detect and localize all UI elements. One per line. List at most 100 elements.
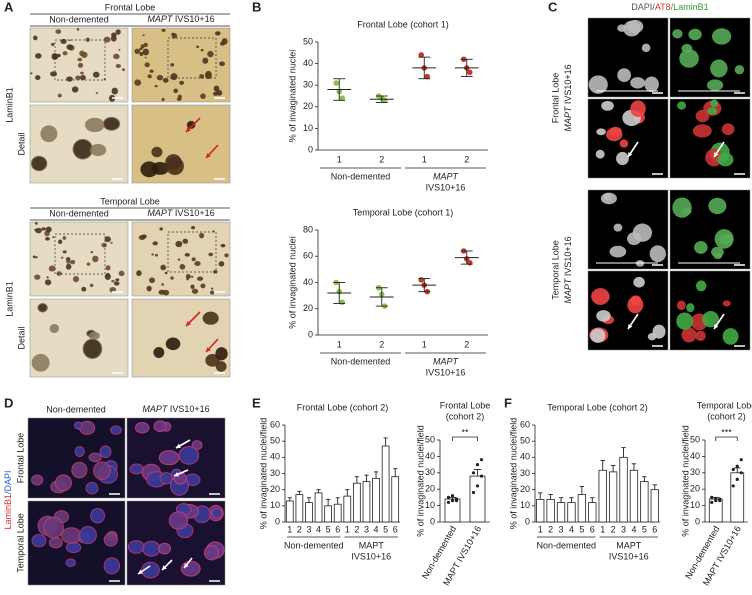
cell <box>111 279 115 283</box>
data-point <box>339 299 346 305</box>
cell <box>118 270 125 277</box>
x-tick-label: 1 <box>422 154 427 164</box>
cell <box>706 79 724 92</box>
bar <box>333 503 342 523</box>
arrow-head <box>138 569 143 574</box>
cell <box>92 255 99 263</box>
cell <box>677 101 687 110</box>
group-label: MAPT <box>433 171 460 181</box>
y-tick-label: 20 <box>690 484 700 494</box>
x-tick-label: 3 <box>364 524 369 534</box>
chart-title: Temporal Lobe (cohort 1) <box>353 207 454 217</box>
y-tick-label: 0 <box>308 144 313 154</box>
bar <box>391 476 400 523</box>
cell <box>617 68 632 83</box>
data-point <box>339 95 346 101</box>
cell <box>721 123 735 136</box>
cell <box>694 241 708 254</box>
cell <box>164 271 168 275</box>
cell <box>55 29 62 34</box>
chart-title: Frontal Lobe <box>440 400 491 410</box>
cell <box>81 286 87 292</box>
panel-letter: B <box>252 0 261 14</box>
cell <box>90 251 94 254</box>
cell <box>204 544 219 561</box>
cell <box>34 274 41 280</box>
cell <box>208 252 214 257</box>
cell <box>34 222 38 225</box>
x-tick-label: 2 <box>611 524 616 534</box>
x-tick-label: 1 <box>287 524 292 534</box>
cell <box>158 542 172 555</box>
arrow-head <box>206 347 211 352</box>
x-tick-label: 4 <box>374 524 379 534</box>
y-tick-label: 80 <box>303 224 313 234</box>
cell <box>142 34 145 37</box>
cell <box>73 421 83 430</box>
cell <box>80 71 84 75</box>
row-label: Temporal Lobe <box>15 513 25 573</box>
panel-letter: F <box>504 395 512 410</box>
y-tick-label: 0 <box>275 516 280 526</box>
variant-name: IVS10+16 <box>167 404 209 414</box>
cell <box>51 42 55 46</box>
stain-label: LaminB1/DAPI <box>3 470 13 529</box>
cell <box>74 446 85 457</box>
inset-box <box>167 231 217 273</box>
cell <box>213 85 220 92</box>
y-tick-label: 50 <box>425 434 435 444</box>
cell <box>641 43 651 53</box>
cell <box>60 38 67 44</box>
bar <box>598 469 607 523</box>
cell <box>591 288 610 305</box>
data-point <box>710 500 714 504</box>
data-point <box>739 458 743 462</box>
data-point <box>735 464 739 468</box>
cell <box>609 245 627 258</box>
cell <box>43 516 64 539</box>
cell <box>652 324 666 339</box>
cell <box>191 226 196 230</box>
cell <box>154 85 158 88</box>
x-tick-label: 4 <box>631 524 636 534</box>
cell <box>142 48 150 56</box>
cell <box>66 44 73 50</box>
cell <box>702 311 719 328</box>
y-tick-label: 0 <box>430 516 435 526</box>
cell <box>219 61 226 67</box>
x-tick-label: 5 <box>383 524 388 534</box>
data-point <box>735 477 739 481</box>
cell <box>186 120 196 129</box>
bar <box>295 494 304 523</box>
inset-box <box>167 37 217 79</box>
y-tick-label: 50 <box>303 36 313 46</box>
cell <box>676 300 686 311</box>
x-tick-label: 1 <box>422 339 427 349</box>
cell <box>711 28 732 45</box>
cell <box>103 36 111 43</box>
cell <box>170 276 174 280</box>
cell <box>31 533 47 548</box>
y-axis-label: % of invaginated nuclei/field <box>258 418 268 530</box>
stain-part: /DAPI <box>3 470 13 494</box>
cell <box>77 62 84 68</box>
cell <box>90 507 106 524</box>
cell <box>175 240 183 248</box>
cell <box>619 139 629 148</box>
arrow-head <box>186 127 191 132</box>
bar <box>650 489 659 523</box>
cell <box>32 255 36 259</box>
row-label: Detail <box>16 326 26 349</box>
cell <box>65 541 82 554</box>
data-point <box>446 495 451 499</box>
cell <box>115 278 120 282</box>
arrow-head <box>162 565 167 570</box>
cell <box>186 277 189 281</box>
cell <box>199 232 205 239</box>
chart-subtitle: (cohort 2) <box>707 411 746 421</box>
y-tick-label: 10 <box>690 500 700 510</box>
cell <box>221 38 228 45</box>
cell <box>177 94 182 100</box>
bar <box>567 502 576 523</box>
